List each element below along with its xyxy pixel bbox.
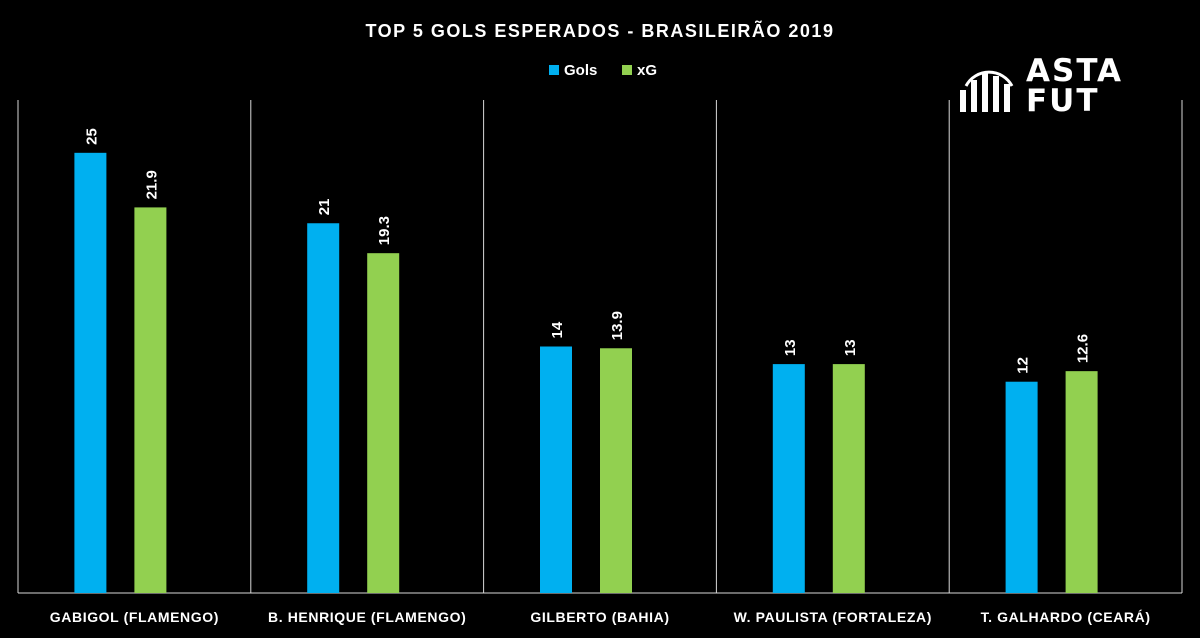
- value-labels: 25 21.9 21 19.3 14 13.9 13 13 12 12.6: [83, 128, 1091, 374]
- bar-xg-2: [367, 253, 400, 594]
- bar-xg-1: [134, 207, 167, 593]
- data-label-xg-4: 13: [842, 339, 859, 356]
- legend-swatch-xg: [622, 65, 632, 75]
- asta-fut-logo: ASTA FUT: [958, 53, 1178, 119]
- legend-label-xg: xG: [637, 62, 657, 79]
- legend: Gols xG: [549, 62, 657, 79]
- legend-label-gols: Gols: [564, 62, 597, 79]
- bar-xg-4: [832, 364, 865, 593]
- legend-swatch-gols: [549, 65, 559, 75]
- category-label-3: GILBERTO (BAHIA): [530, 609, 669, 625]
- data-label-gols-5: 12: [1015, 357, 1032, 374]
- bar-gols-1: [74, 152, 107, 594]
- category-label-5: T. GALHARDO (CEARÁ): [981, 609, 1151, 625]
- logo-line-1: ASTA: [1026, 53, 1124, 89]
- logo-line-2: FUT: [1026, 83, 1100, 119]
- data-label-xg-5: 12.6: [1075, 334, 1092, 363]
- bars: [74, 152, 1098, 594]
- bar-gols-3: [540, 346, 572, 593]
- category-label-1: GABIGOL (FLAMENGO): [50, 609, 219, 625]
- category-label-2: B. HENRIQUE (FLAMENGO): [268, 609, 466, 625]
- logo-text: ASTA FUT: [1026, 53, 1124, 119]
- data-label-gols-3: 14: [549, 321, 566, 338]
- category-labels: GABIGOL (FLAMENGO) B. HENRIQUE (FLAMENGO)…: [50, 609, 1151, 625]
- data-label-xg-1: 21.9: [143, 170, 160, 199]
- chart-title: TOP 5 GOLS ESPERADOS - BRASILEIRÃO 2019: [366, 20, 835, 41]
- bar-gols-2: [307, 223, 340, 593]
- bar-chart-logo-icon: [960, 70, 1014, 112]
- bar-gols-5: [1005, 381, 1038, 593]
- data-label-xg-2: 19.3: [376, 216, 393, 245]
- data-label-gols-2: 21: [316, 199, 333, 216]
- data-label-gols-1: 25: [83, 128, 100, 145]
- bar-xg-5: [1065, 371, 1098, 593]
- bar-gols-4: [772, 364, 805, 593]
- category-label-4: W. PAULISTA (FORTALEZA): [734, 609, 932, 625]
- data-label-xg-3: 13.9: [609, 311, 626, 340]
- bar-xg-3: [600, 348, 632, 593]
- data-label-gols-4: 13: [782, 339, 799, 356]
